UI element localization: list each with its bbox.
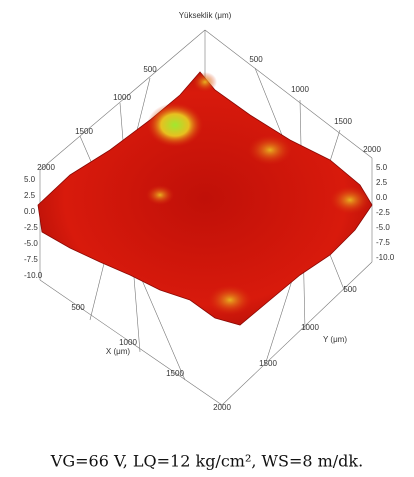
back-left-tick: 500 [143, 65, 157, 74]
caption: VG=66 V, LQ=12 kg/cm², WS=8 m/dk. [50, 452, 363, 471]
x-tick: 1500 [166, 369, 184, 378]
x-tick: 500 [71, 303, 85, 312]
x-tick: 1000 [119, 338, 137, 347]
y-tick: 1500 [259, 359, 277, 368]
y-tick: 1000 [301, 323, 319, 332]
y-tick: 500 [343, 285, 357, 294]
z-tick: -2.5 [376, 208, 390, 217]
back-right-tick: 2000 [363, 145, 381, 154]
z-tick: -2.5 [24, 223, 38, 232]
back-left-tick: 1500 [75, 127, 93, 136]
z-tick: 2.5 [24, 191, 36, 200]
x-axis-title: X (μm) [106, 347, 130, 356]
z-tick: 2.5 [376, 178, 388, 187]
z-tick: -7.5 [376, 238, 390, 247]
back-right-tick: 1500 [334, 117, 352, 126]
z-tick: 5.0 [376, 163, 388, 172]
z-axis-title: Yükseklik (μm) [179, 11, 232, 20]
back-right-tick: 1000 [291, 85, 309, 94]
back-left-tick: 1000 [113, 93, 131, 102]
x-tick: 2000 [213, 403, 231, 412]
surface [37, 71, 373, 326]
back-right-tick: 500 [249, 55, 263, 64]
y-axis-title: Y (μm) [323, 335, 347, 344]
z-tick: 0.0 [24, 207, 36, 216]
z-tick: -5.0 [24, 239, 38, 248]
z-tick: -5.0 [376, 223, 390, 232]
z-tick: 0.0 [376, 193, 388, 202]
z-tick: 5.0 [24, 175, 36, 184]
z-tick: -7.5 [24, 255, 38, 264]
z-tick: -10.0 [24, 271, 43, 280]
back-left-tick: 2000 [37, 163, 55, 172]
z-tick: -10.0 [376, 253, 395, 262]
